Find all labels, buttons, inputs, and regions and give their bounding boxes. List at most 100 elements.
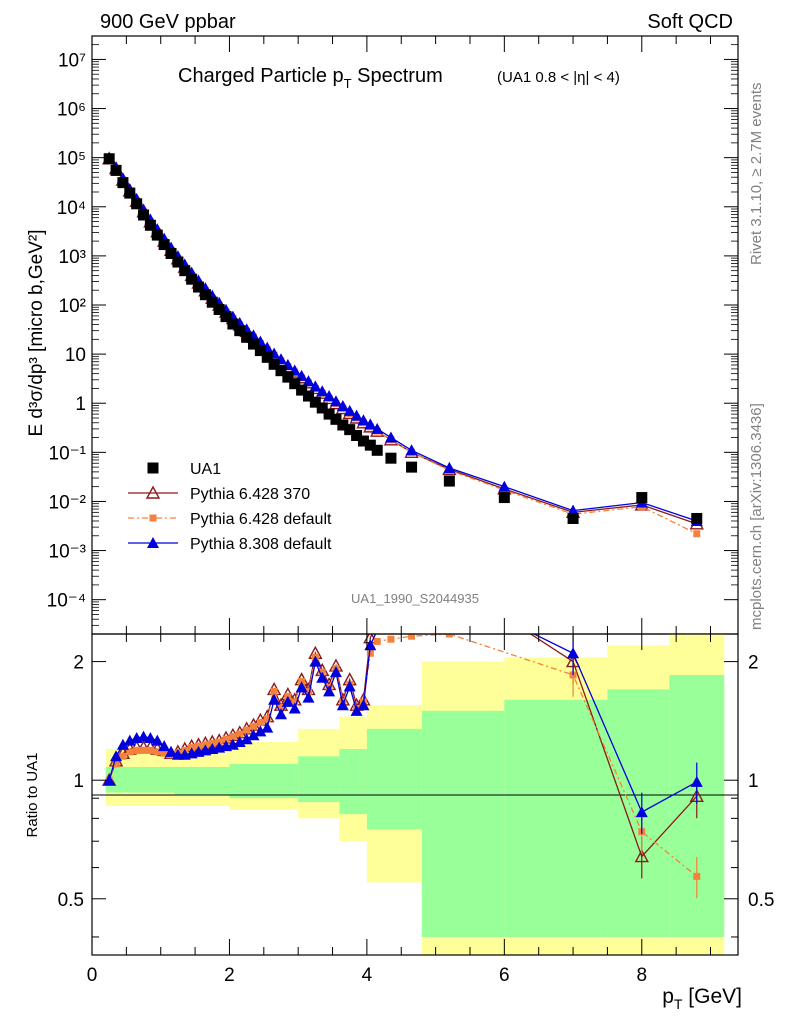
ratio-point [229, 733, 237, 741]
plot-title: Charged Particle pT Spectrum [178, 65, 443, 91]
ratio-point [112, 760, 120, 768]
ua1-data-point [261, 351, 273, 363]
ratio-point [116, 738, 129, 750]
ratio-point [288, 702, 301, 714]
ua1-data-point [309, 396, 321, 408]
ratio-point [366, 649, 374, 657]
plot-title-sub: T [344, 76, 352, 91]
main-point [336, 399, 349, 411]
ratio-point [137, 730, 150, 742]
x-tick-label: 2 [224, 965, 235, 986]
ua1-data-point [213, 303, 225, 315]
main-point [567, 504, 580, 516]
ua1-data-point [165, 247, 177, 259]
ratio-point [243, 726, 251, 734]
x-tick-label: 6 [499, 965, 510, 986]
x-axis-label-main: p [662, 985, 674, 1008]
ua1-data-point [371, 444, 383, 456]
x-axis-label-rest: [GeV] [682, 985, 742, 1008]
ratio-band-green [504, 699, 608, 937]
header-left-title: 900 GeV ppbar [100, 11, 236, 33]
ratio-point [274, 708, 287, 720]
ua1-data-point [275, 365, 287, 377]
ratio-y-tick-label: 0.5 [58, 890, 84, 911]
ratio-point [350, 704, 363, 716]
legend-marker [147, 462, 159, 474]
main-y-tick-label: 10⁵ [57, 149, 86, 170]
ratio-point [693, 872, 701, 880]
ratio-point [165, 745, 178, 757]
ratio-point [126, 748, 134, 756]
main-x-ticks [91, 36, 712, 634]
mcplots-label: mcplots.cern.ch [arXiv:1306.3436] [748, 403, 765, 630]
ua1-data-point [144, 219, 156, 231]
legend-label: Pythia 6.428 370 [190, 486, 310, 503]
ratio-point [250, 722, 257, 730]
ratio-point [323, 685, 336, 697]
ratio-y-tick-label: 2 [73, 653, 84, 674]
ua1-data-point [227, 318, 239, 330]
main-point [405, 444, 418, 456]
main-point [350, 409, 363, 421]
ratio-point [158, 740, 171, 752]
main-panel: 10⁻⁴ 10⁻³ 10⁻² 10⁻¹ 1 10 10² 10³ 10⁴ 10⁵ 10⁶ 10⁷ [47, 35, 739, 635]
ua1-data-point [344, 424, 356, 436]
main-point [323, 390, 336, 402]
ratio-band-green [298, 756, 340, 803]
ratio-point [240, 733, 253, 745]
main-point [364, 418, 377, 430]
ua1-data-point [282, 371, 294, 383]
ratio-point [291, 698, 299, 706]
ratio-panel: 0.5 0.5 1 1 2 2 0 2 4 6 8 [58, 633, 774, 986]
ratio-y-tick-label: 1 [73, 771, 84, 792]
ua1-data-point [357, 435, 369, 447]
ratio-point [309, 655, 322, 667]
ratio-point [329, 666, 342, 678]
ua1-data-point [186, 273, 198, 285]
ua1-data-point [289, 378, 301, 390]
ratio-y-tick-label-right: 2 [748, 653, 759, 674]
ratio-point [110, 750, 123, 762]
ratio-point [144, 731, 157, 743]
legend-marker [149, 514, 157, 522]
ratio-point [567, 647, 580, 659]
main-point [316, 385, 329, 397]
legend-label: Pythia 8.308 default [190, 536, 332, 553]
ua1-data-point [206, 296, 218, 308]
ratio-point [270, 687, 278, 695]
x-tick-label: 0 [87, 965, 98, 986]
ratio-band-green [174, 767, 230, 795]
ua1-data-point [268, 358, 280, 370]
x-tick-label: 8 [636, 965, 647, 986]
main-y-tick-label: 10⁴ [57, 198, 86, 219]
ratio-point [336, 699, 349, 711]
ratio-frame [91, 633, 739, 956]
ratio-point [357, 699, 370, 711]
ratio-series-clipped [102, 634, 704, 899]
ratio-point [160, 749, 168, 757]
ua1-data-point [330, 413, 342, 425]
x-axis-label: pT [GeV] [662, 985, 742, 1012]
ratio-point [445, 634, 453, 638]
ua1-data-point [234, 325, 246, 337]
plot-title-main: Charged Particle p [178, 65, 344, 87]
ratio-band-green [105, 767, 175, 793]
main-y-tick-label: 10⁷ [58, 50, 86, 71]
ua1-data-point [151, 229, 163, 241]
ratio-point [408, 634, 416, 640]
ratio-point [151, 734, 164, 746]
plot-title-rest: Spectrum [352, 65, 443, 87]
x-tick-label: 4 [362, 965, 373, 986]
ratio-point [146, 746, 154, 754]
ratio-band-green [339, 748, 367, 815]
ratio-point [222, 735, 230, 743]
ua1-data-point [351, 430, 363, 442]
ratio-point [236, 730, 244, 738]
ua1-data-point [117, 177, 129, 189]
plot-title-cut: (UA1 0.8 < |η| < 4) [497, 69, 620, 86]
main-y-tick-label: 1 [75, 394, 86, 415]
ratio-point [690, 775, 703, 787]
ratio-point [256, 719, 264, 727]
ratio-point [635, 806, 648, 818]
